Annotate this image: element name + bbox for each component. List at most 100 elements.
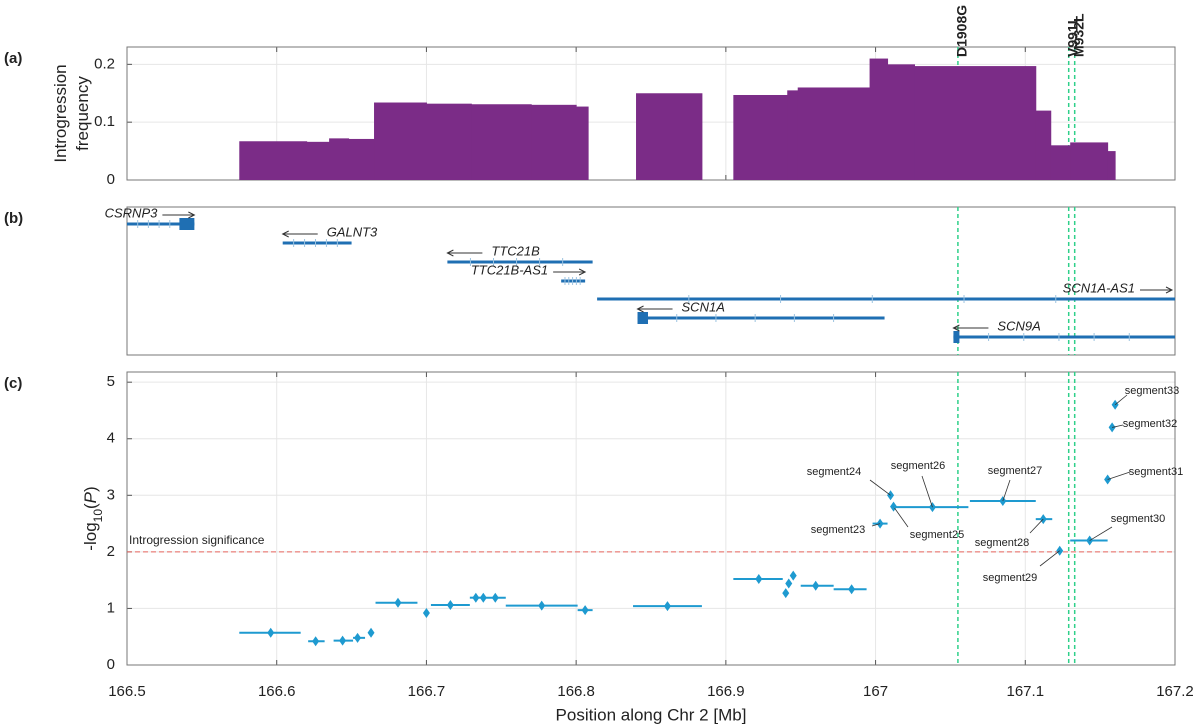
gene-label: GALNT3 bbox=[327, 224, 378, 239]
x-tick-label: 167.2 bbox=[1156, 683, 1194, 700]
leader-line bbox=[1039, 550, 1060, 567]
gene-exon bbox=[953, 331, 960, 343]
segment-point bbox=[339, 635, 347, 646]
segment-label: segment31 bbox=[1129, 466, 1183, 478]
x-tick-label: 167.1 bbox=[1007, 683, 1045, 700]
area-step bbox=[1107, 151, 1116, 180]
segment-point bbox=[755, 574, 763, 585]
segment-point bbox=[312, 636, 320, 647]
segment-label: segment30 bbox=[1111, 513, 1165, 525]
leader-line bbox=[1002, 479, 1011, 502]
area-step bbox=[239, 141, 308, 180]
area-step bbox=[1035, 110, 1052, 180]
segment-point bbox=[267, 627, 275, 638]
area-step bbox=[348, 138, 375, 180]
segment-point bbox=[789, 570, 797, 581]
area-step bbox=[869, 58, 889, 180]
leader-line bbox=[1029, 518, 1044, 534]
panel-label: (c) bbox=[4, 375, 22, 392]
segment-point bbox=[848, 584, 856, 595]
y-axis-label-line: frequency bbox=[73, 76, 92, 151]
leader-line bbox=[1107, 471, 1131, 480]
area-step bbox=[636, 93, 703, 180]
area-step bbox=[787, 90, 799, 180]
y-axis-label-part: P bbox=[81, 491, 100, 503]
strand-arrow-head bbox=[446, 249, 454, 257]
y-tick-label: 0 bbox=[107, 171, 115, 188]
y-axis-label-part: -log bbox=[81, 522, 100, 550]
leader-line bbox=[893, 506, 909, 528]
leader-line bbox=[1112, 424, 1124, 428]
panel-label: (b) bbox=[4, 210, 23, 227]
area-step bbox=[306, 141, 330, 180]
strand-arrow-head bbox=[578, 268, 587, 276]
x-tick-label: 167 bbox=[863, 683, 888, 700]
area-step bbox=[797, 87, 871, 180]
segment-point bbox=[422, 607, 430, 618]
area-step bbox=[914, 66, 1037, 180]
x-tick-label: 166.8 bbox=[557, 683, 595, 700]
segment-point bbox=[812, 580, 820, 591]
y-axis-label-line: Introgression bbox=[51, 64, 70, 162]
y-tick-label: 2 bbox=[107, 543, 115, 560]
y-axis-label-part: 10 bbox=[91, 509, 105, 523]
segment-point bbox=[354, 632, 362, 643]
y-tick-label: 3 bbox=[107, 486, 115, 503]
gene-label: TTC21B-AS1 bbox=[471, 262, 548, 277]
area-step bbox=[471, 104, 532, 180]
x-tick-label: 166.5 bbox=[108, 683, 146, 700]
segment-label: segment28 bbox=[975, 537, 1029, 549]
axes-frame bbox=[126, 371, 1176, 666]
annotation-label: M932L bbox=[1070, 13, 1086, 57]
threshold-label: Introgression significance bbox=[129, 533, 265, 547]
area-step bbox=[329, 138, 350, 180]
segment-point bbox=[663, 601, 671, 612]
leader-line bbox=[869, 479, 891, 496]
segment-point bbox=[782, 588, 790, 599]
segment-label: segment26 bbox=[891, 460, 945, 472]
gene-label: SCN1A bbox=[682, 299, 725, 314]
gene-exon bbox=[637, 312, 649, 324]
segment-point bbox=[472, 592, 480, 603]
y-axis-label: Introgression frequency bbox=[51, 64, 92, 162]
area-step bbox=[887, 64, 915, 180]
strand-arrow-head bbox=[952, 324, 960, 332]
segment-point bbox=[538, 600, 546, 611]
y-axis-label-part: ( bbox=[81, 503, 100, 509]
y-tick-label: 0.2 bbox=[94, 55, 115, 72]
y-tick-label: 1 bbox=[107, 599, 115, 616]
strand-arrow-head bbox=[636, 305, 644, 313]
x-tick-label: 166.6 bbox=[258, 683, 296, 700]
segment-label: segment29 bbox=[983, 572, 1037, 584]
gene-label: CSRNP3 bbox=[105, 205, 159, 220]
strand-arrow-head bbox=[281, 230, 289, 238]
y-tick-label: 5 bbox=[107, 373, 115, 390]
segment-label: segment33 bbox=[1125, 385, 1179, 397]
strand-arrow-head bbox=[1165, 286, 1174, 294]
area-step bbox=[576, 106, 589, 180]
annotation-label: D1908G bbox=[954, 5, 970, 57]
area-step bbox=[531, 104, 577, 180]
gene-label: SCN1A-AS1 bbox=[1063, 280, 1135, 295]
x-tick-label: 166.7 bbox=[408, 683, 446, 700]
area-step bbox=[1050, 145, 1071, 180]
leader-line bbox=[1089, 526, 1113, 541]
area-step bbox=[426, 103, 472, 180]
segment-point bbox=[367, 627, 375, 638]
panel-label: (a) bbox=[4, 50, 22, 67]
gene-label: SCN9A bbox=[997, 318, 1040, 333]
segment-point bbox=[394, 597, 402, 608]
annotation-label: V991L bbox=[1064, 15, 1080, 57]
segment-label: segment32 bbox=[1123, 418, 1177, 430]
segment-point bbox=[785, 578, 793, 589]
gene-label: TTC21B bbox=[491, 243, 540, 258]
strand-arrow-head bbox=[188, 211, 196, 219]
leader-line bbox=[871, 523, 881, 527]
y-tick-label: 0.1 bbox=[94, 113, 115, 130]
gene-exon bbox=[179, 218, 195, 230]
axes-frame bbox=[126, 206, 1176, 356]
area-step bbox=[1070, 142, 1109, 180]
segment-label: segment23 bbox=[811, 524, 865, 536]
y-tick-label: 4 bbox=[107, 430, 115, 447]
